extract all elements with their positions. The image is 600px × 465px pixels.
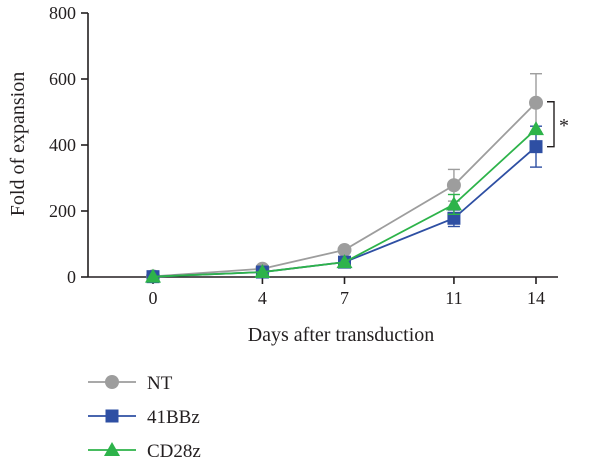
series-CD28z: [145, 121, 544, 283]
data-point: [145, 268, 161, 283]
data-point: [529, 140, 543, 154]
data-point: [336, 254, 353, 269]
y-tick-label: 200: [49, 201, 76, 221]
data-point: [337, 242, 352, 257]
x-tick-label: 7: [340, 288, 349, 308]
data-point: [445, 196, 462, 211]
significance-label: *: [559, 115, 569, 137]
data-point: [528, 121, 544, 136]
legend-item-CD28z: CD28z: [88, 441, 201, 462]
legend-label: NT: [147, 373, 173, 394]
legend-label: CD28z: [147, 441, 201, 462]
legend-item-NT: NT: [88, 373, 173, 394]
legend-marker: [105, 375, 119, 389]
legend: NT 41BBz CD28z: [88, 373, 201, 462]
data-point: [446, 178, 461, 193]
legend-marker: [105, 409, 119, 423]
significance-annotation: *: [547, 101, 569, 148]
y-axis-ticks: 0 200 400 600 800: [49, 3, 88, 287]
y-tick-label: 400: [49, 135, 76, 155]
legend-label: 41BBz: [147, 407, 200, 428]
x-tick-label: 4: [258, 288, 267, 308]
significance-bracket: [547, 101, 555, 148]
x-axis-title: Days after transduction: [248, 324, 435, 346]
data-point: [254, 264, 271, 279]
data-point: [529, 95, 543, 110]
x-tick-label: 0: [149, 288, 158, 308]
x-axis-ticks: 0 4 7 11 14: [149, 277, 545, 308]
y-tick-label: 800: [49, 3, 76, 23]
axes: [87, 13, 558, 278]
data-point: [447, 211, 461, 225]
y-axis-title: Fold of expansion: [7, 72, 29, 216]
x-tick-label: 14: [527, 288, 545, 308]
y-tick-label: 0: [67, 267, 76, 287]
x-tick-label: 11: [445, 288, 462, 308]
y-tick-label: 600: [49, 69, 76, 89]
legend-item-41BBz: 41BBz: [88, 407, 200, 428]
legend-marker: [104, 442, 120, 456]
plot-area: [145, 73, 544, 284]
